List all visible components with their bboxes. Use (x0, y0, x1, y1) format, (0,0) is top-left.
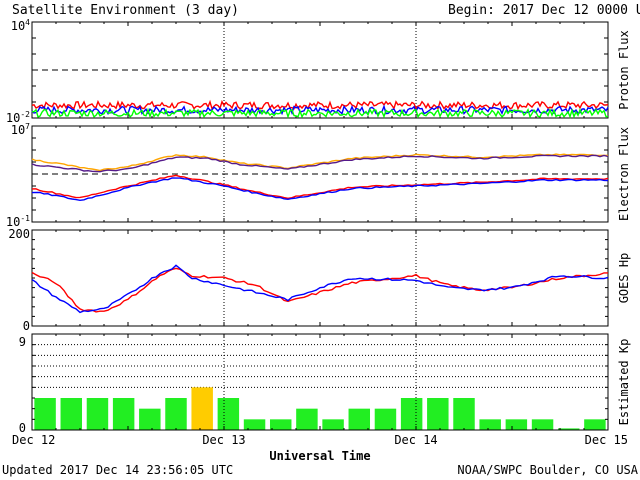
series-line-green (31, 107, 608, 119)
kp-bar (296, 408, 318, 430)
kp-bar (531, 419, 554, 430)
updated-time: Updated 2017 Dec 14 23:56:05 UTC (2, 463, 233, 477)
x-tick-label: Dec 15 (585, 433, 628, 447)
y-tick-label-top: 9 (19, 335, 26, 349)
panel-frame (31, 229, 609, 327)
chart-title: Satellite Environment (3 day) (12, 3, 239, 18)
x-axis-ticks: Dec 12 Dec 13 Dec 14 Dec 15 (12, 433, 628, 447)
kp-bar (427, 398, 449, 430)
y-axis-label: Proton Flux (617, 30, 631, 109)
credit-text: NOAA/SWPC Boulder, CO USA (457, 463, 638, 477)
y-axis-label: Estimated Kp (617, 339, 631, 426)
y-tick-label-bottom: 0 (19, 421, 26, 435)
kp-bar (322, 419, 344, 430)
kp-bar (86, 398, 109, 430)
kp-bar (374, 408, 397, 430)
kp-bar (243, 419, 266, 430)
series-line-red (31, 174, 609, 200)
y-tick-label-top: 104 (11, 18, 30, 33)
kp-bar (400, 398, 423, 430)
begin-time: Begin: 2017 Dec 12 0000 UTC (448, 3, 640, 18)
kp-bar (139, 408, 161, 430)
kp-bar (269, 419, 292, 430)
kp-bar (217, 398, 240, 430)
goes-hp-panel: 200 0 GOES Hp (8, 227, 631, 333)
kp-bar (112, 398, 135, 430)
panel-frame (31, 125, 609, 223)
series-line-blue (31, 177, 609, 202)
y-tick-label-top: 200 (8, 227, 30, 241)
series-line-blue (31, 264, 609, 314)
series-line-red (31, 267, 608, 313)
x-tick-label: Dec 12 (12, 433, 55, 447)
kp-bar (505, 419, 528, 430)
estimated-kp-panel: 9 0 Estimated Kp (19, 333, 631, 435)
kp-bar (479, 419, 501, 430)
x-tick-label: Dec 14 (394, 433, 437, 447)
y-axis-label: Electron Flux (617, 127, 631, 221)
kp-bar (557, 428, 580, 430)
series-line-orange (31, 153, 609, 172)
kp-bar (34, 398, 56, 430)
kp-bar (453, 398, 475, 430)
y-tick-label-bottom: 0 (23, 319, 30, 333)
kp-bar (191, 387, 213, 430)
kp-bar (60, 398, 83, 430)
series-line-purple (31, 154, 609, 173)
x-tick-label: Dec 13 (202, 433, 245, 447)
x-axis-label: Universal Time (269, 449, 370, 463)
y-tick-label-top: 107 (11, 122, 30, 137)
kp-bar (348, 408, 371, 430)
series-line-red (31, 99, 609, 111)
kp-bar (584, 419, 606, 430)
kp-bar (165, 398, 187, 430)
y-axis-label: GOES Hp (617, 253, 631, 304)
